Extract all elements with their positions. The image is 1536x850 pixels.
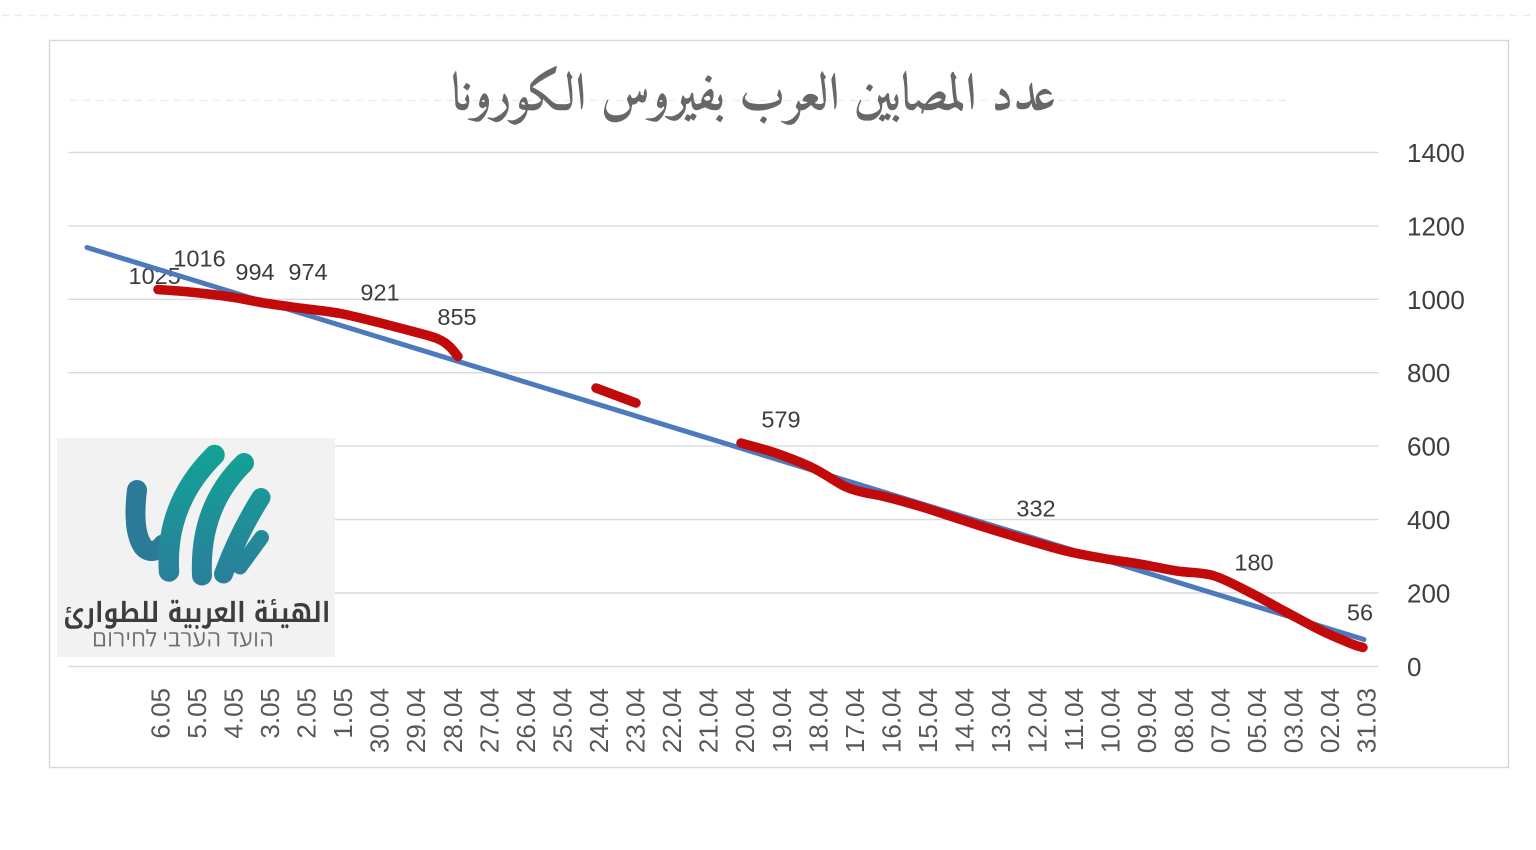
- svg-text:31.03: 31.03: [1352, 688, 1382, 753]
- svg-text:921: 921: [360, 279, 399, 305]
- svg-text:200: 200: [1407, 579, 1450, 609]
- svg-text:24.04: 24.04: [584, 688, 614, 753]
- svg-text:13.04: 13.04: [986, 688, 1016, 753]
- svg-text:21.04: 21.04: [694, 688, 724, 753]
- svg-text:974: 974: [288, 259, 327, 285]
- svg-text:56: 56: [1347, 599, 1373, 625]
- svg-text:27.04: 27.04: [474, 688, 504, 753]
- svg-text:600: 600: [1407, 432, 1450, 462]
- svg-text:3.05: 3.05: [255, 688, 285, 739]
- svg-text:6.05: 6.05: [145, 688, 175, 739]
- svg-text:14.04: 14.04: [950, 688, 980, 753]
- svg-text:1016: 1016: [173, 245, 225, 271]
- svg-text:23.04: 23.04: [621, 688, 651, 753]
- svg-text:18.04: 18.04: [803, 688, 833, 753]
- svg-text:332: 332: [1016, 495, 1055, 521]
- svg-text:09.04: 09.04: [1132, 688, 1162, 753]
- svg-text:855: 855: [437, 304, 476, 330]
- svg-text:2.05: 2.05: [292, 688, 322, 739]
- svg-text:15.04: 15.04: [913, 688, 943, 753]
- svg-text:28.04: 28.04: [438, 688, 468, 753]
- svg-text:1400: 1400: [1407, 138, 1465, 168]
- svg-text:19.04: 19.04: [767, 688, 797, 753]
- svg-text:02.04: 02.04: [1315, 688, 1345, 753]
- svg-text:25.04: 25.04: [548, 688, 578, 753]
- svg-text:180: 180: [1234, 549, 1273, 575]
- svg-text:994: 994: [235, 259, 274, 285]
- svg-text:16.04: 16.04: [876, 688, 906, 753]
- svg-text:08.04: 08.04: [1169, 688, 1199, 753]
- svg-text:1.05: 1.05: [328, 688, 358, 739]
- svg-text:11.04: 11.04: [1059, 688, 1089, 751]
- svg-text:03.04: 03.04: [1279, 688, 1309, 753]
- svg-text:4.05: 4.05: [219, 688, 249, 739]
- svg-text:30.04: 30.04: [365, 688, 395, 753]
- svg-text:400: 400: [1407, 505, 1450, 535]
- svg-text:17.04: 17.04: [840, 688, 870, 753]
- svg-text:29.04: 29.04: [401, 688, 431, 753]
- svg-text:579: 579: [761, 406, 800, 432]
- svg-text:26.04: 26.04: [511, 688, 541, 753]
- svg-text:5.05: 5.05: [182, 688, 212, 739]
- svg-text:10.04: 10.04: [1096, 688, 1126, 753]
- svg-text:800: 800: [1407, 358, 1450, 388]
- svg-text:1000: 1000: [1407, 285, 1465, 315]
- svg-text:0: 0: [1407, 652, 1421, 682]
- svg-text:12.04: 12.04: [1023, 688, 1053, 753]
- svg-text:1200: 1200: [1407, 211, 1465, 241]
- svg-text:05.04: 05.04: [1242, 688, 1272, 753]
- svg-text:20.04: 20.04: [730, 688, 760, 753]
- svg-text:07.04: 07.04: [1205, 688, 1235, 753]
- svg-text:22.04: 22.04: [657, 688, 687, 753]
